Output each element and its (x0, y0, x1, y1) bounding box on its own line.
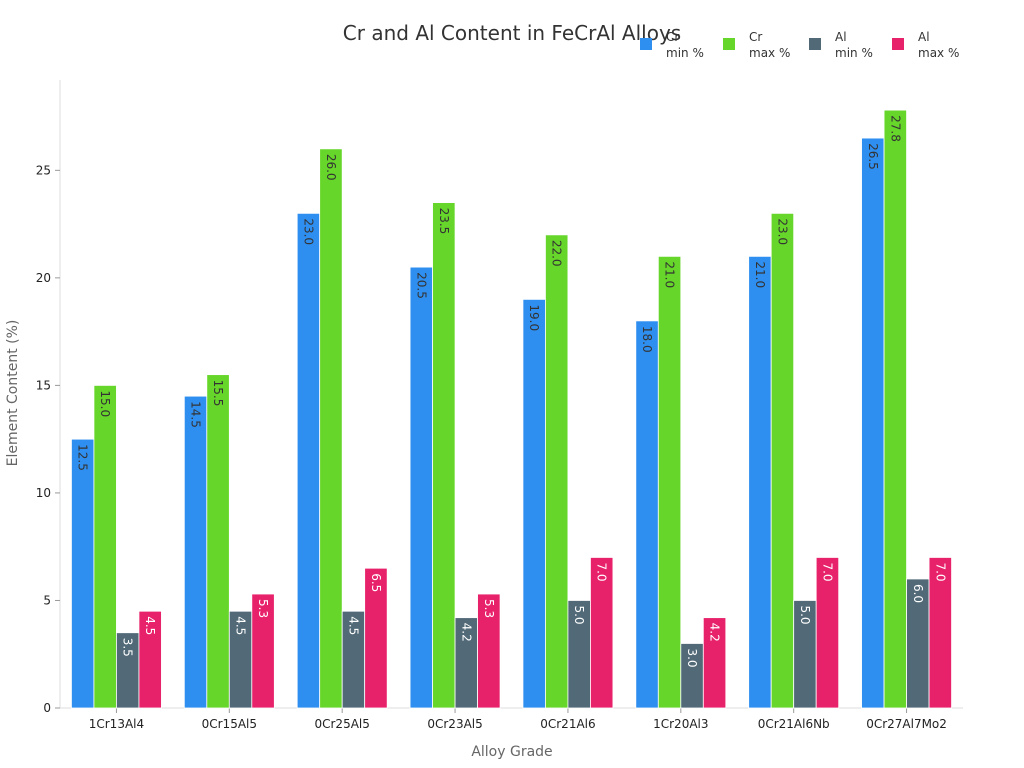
bar[interactable] (183, 395, 208, 709)
bar-value-label: 4.5 (143, 616, 157, 635)
legend-swatch (640, 38, 652, 50)
y-tick-label: 10 (36, 486, 51, 500)
bars-group: 12.5 15.0 3.5 4.5 14.5 15.5 4.5 5.3 23.0 26.0 4.5 6… (71, 109, 952, 709)
bar-value-label: 6.5 (369, 573, 383, 592)
bar-value-label: 26.0 (324, 154, 338, 181)
legend-label-line1: Al (918, 30, 930, 44)
y-tick-label: 5 (43, 593, 51, 607)
bar[interactable] (319, 148, 343, 709)
bar[interactable] (702, 617, 727, 709)
bar-value-label: 5.3 (482, 599, 496, 618)
bar-value-label: 26.5 (866, 143, 880, 170)
legend-item[interactable]: Cr max % (723, 30, 790, 60)
legend-label-line1: Cr (749, 30, 762, 44)
bar-value-label: 12.5 (76, 444, 90, 471)
bar-value-label: 5.0 (798, 605, 812, 624)
bar[interactable] (883, 109, 907, 709)
bar-value-label: 27.8 (888, 115, 902, 142)
bar-value-label: 14.5 (189, 401, 203, 428)
bar-value-label: 22.0 (550, 240, 564, 267)
bar[interactable] (770, 212, 795, 709)
bar-value-label: 23.0 (775, 218, 789, 245)
bar[interactable] (815, 557, 840, 709)
bar[interactable] (522, 298, 546, 709)
legend-swatch (892, 38, 904, 50)
bar[interactable] (635, 320, 659, 709)
x-tick-label: 0Cr21Al6 (540, 717, 595, 731)
bar-value-label: 20.5 (414, 272, 428, 299)
x-tick-label: 0Cr21Al6Nb (758, 717, 830, 731)
bar-value-label: 6.0 (911, 584, 925, 603)
bar-value-label: 21.0 (753, 261, 767, 288)
bar-value-label: 7.0 (820, 562, 834, 581)
legend-label-line2: min % (835, 46, 873, 60)
bar-value-label: 21.0 (663, 261, 677, 288)
bar-value-label: 19.0 (527, 304, 541, 331)
bar[interactable] (928, 557, 952, 709)
chart-title: Cr and Al Content in FeCrAl Alloys (343, 21, 681, 45)
bar[interactable] (432, 202, 456, 709)
bar[interactable] (477, 593, 501, 709)
x-axis-label: Alloy Grade (471, 744, 552, 760)
y-tick-label: 25 (36, 163, 51, 177)
y-tick-label: 20 (36, 271, 51, 285)
bar-value-label: 15.5 (211, 380, 225, 407)
bar-value-label: 7.0 (933, 562, 947, 581)
legend-item[interactable]: Cr min % (640, 30, 704, 60)
y-tick-label: 15 (36, 378, 51, 392)
bar-value-label: 3.5 (121, 638, 135, 657)
bar-value-label: 7.0 (595, 562, 609, 581)
bar[interactable] (206, 374, 230, 709)
bar[interactable] (296, 212, 321, 709)
axes: 0 5 10 15 20 25 1Cr13Al4 0Cr15Al5 0Cr25Al5 0Cr23A… (36, 80, 963, 731)
legend-label-line1: Al (835, 30, 847, 44)
bar-value-label: 5.0 (572, 605, 586, 624)
bar[interactable] (748, 255, 772, 709)
x-tick-label: 1Cr20Al3 (653, 717, 708, 731)
bar-value-label: 4.5 (346, 616, 360, 635)
x-tick-label: 1Cr13Al4 (89, 717, 144, 731)
legend-item[interactable]: Al min % (809, 30, 873, 60)
x-tick-label: 0Cr25Al5 (314, 717, 369, 731)
legend-label-line2: min % (666, 46, 704, 60)
bar[interactable] (861, 137, 885, 709)
bar-value-label: 4.2 (708, 623, 722, 642)
x-tick-label: 0Cr27Al7Mo2 (866, 717, 947, 731)
x-tick-label: 0Cr23Al5 (427, 717, 482, 731)
x-tick-label: 0Cr15Al5 (202, 717, 257, 731)
bar-value-label: 23.5 (437, 208, 451, 235)
bar-value-label: 15.0 (98, 390, 112, 417)
bar[interactable] (657, 255, 682, 709)
legend: Cr min % Cr max % Al min % Al max % (640, 30, 959, 60)
bar[interactable] (409, 266, 433, 709)
bar-value-label: 18.0 (640, 326, 654, 353)
bar[interactable] (93, 384, 117, 709)
bar[interactable] (364, 567, 388, 709)
bar[interactable] (138, 610, 162, 709)
legend-swatch (723, 38, 735, 50)
y-axis-label: Element Content (%) (5, 320, 21, 467)
bar[interactable] (545, 234, 569, 709)
legend-label-line1: Cr (666, 30, 679, 44)
legend-label-line2: max % (918, 46, 959, 60)
bar[interactable] (590, 557, 614, 709)
bar-value-label: 3.0 (685, 648, 699, 667)
legend-item[interactable]: Al max % (892, 30, 959, 60)
y-tick-label: 0 (43, 701, 51, 715)
bar-value-label: 23.0 (301, 218, 315, 245)
legend-swatch (809, 38, 821, 50)
bar-value-label: 4.5 (234, 616, 248, 635)
bar-value-label: 4.2 (459, 623, 473, 642)
bar-value-label: 5.3 (256, 599, 270, 618)
legend-label-line2: max % (749, 46, 790, 60)
bar[interactable] (251, 593, 275, 709)
bar[interactable] (71, 438, 95, 709)
